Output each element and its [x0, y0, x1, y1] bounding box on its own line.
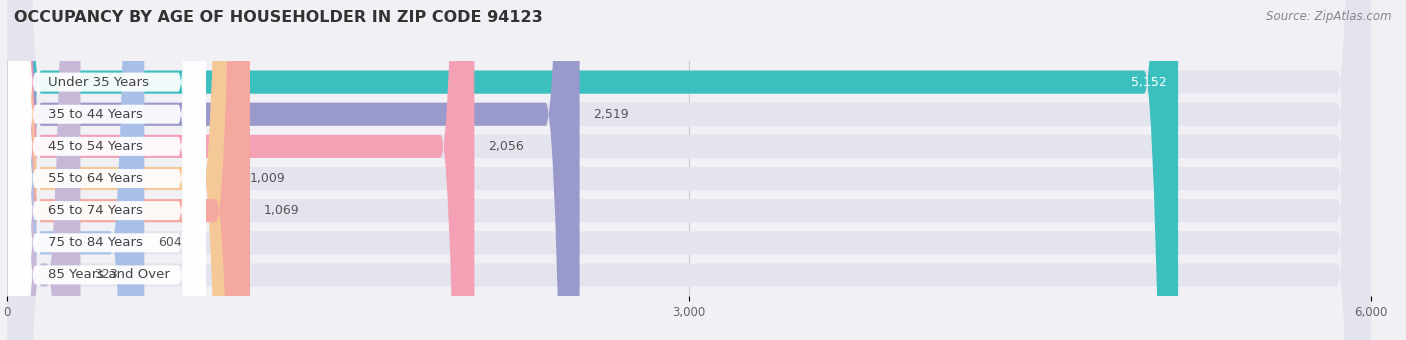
Text: 75 to 84 Years: 75 to 84 Years [48, 236, 143, 249]
FancyBboxPatch shape [7, 0, 1371, 340]
FancyBboxPatch shape [7, 0, 1371, 340]
FancyBboxPatch shape [7, 0, 145, 340]
Text: 1,069: 1,069 [264, 204, 299, 217]
FancyBboxPatch shape [7, 0, 1371, 340]
FancyBboxPatch shape [7, 0, 579, 340]
Text: 2,056: 2,056 [488, 140, 524, 153]
Text: 45 to 54 Years: 45 to 54 Years [48, 140, 143, 153]
FancyBboxPatch shape [8, 0, 205, 340]
Text: 85 Years and Over: 85 Years and Over [48, 268, 170, 282]
FancyBboxPatch shape [7, 0, 1371, 340]
Text: 55 to 64 Years: 55 to 64 Years [48, 172, 143, 185]
Text: 5,152: 5,152 [1130, 75, 1167, 89]
FancyBboxPatch shape [8, 0, 205, 340]
FancyBboxPatch shape [7, 0, 80, 340]
Text: 1,009: 1,009 [250, 172, 285, 185]
FancyBboxPatch shape [8, 0, 205, 340]
Text: OCCUPANCY BY AGE OF HOUSEHOLDER IN ZIP CODE 94123: OCCUPANCY BY AGE OF HOUSEHOLDER IN ZIP C… [14, 10, 543, 25]
Text: 35 to 44 Years: 35 to 44 Years [48, 108, 143, 121]
Text: Under 35 Years: Under 35 Years [48, 75, 149, 89]
FancyBboxPatch shape [7, 0, 474, 340]
FancyBboxPatch shape [8, 0, 205, 340]
FancyBboxPatch shape [7, 0, 250, 340]
FancyBboxPatch shape [7, 0, 236, 340]
Text: 65 to 74 Years: 65 to 74 Years [48, 204, 143, 217]
FancyBboxPatch shape [7, 0, 1371, 340]
Text: 2,519: 2,519 [593, 108, 628, 121]
Text: 323: 323 [94, 268, 118, 282]
FancyBboxPatch shape [7, 0, 1178, 340]
FancyBboxPatch shape [8, 0, 205, 340]
Text: Source: ZipAtlas.com: Source: ZipAtlas.com [1267, 10, 1392, 23]
FancyBboxPatch shape [7, 0, 1371, 340]
FancyBboxPatch shape [8, 0, 205, 340]
FancyBboxPatch shape [8, 0, 205, 340]
FancyBboxPatch shape [7, 0, 1371, 340]
Text: 604: 604 [157, 236, 181, 249]
